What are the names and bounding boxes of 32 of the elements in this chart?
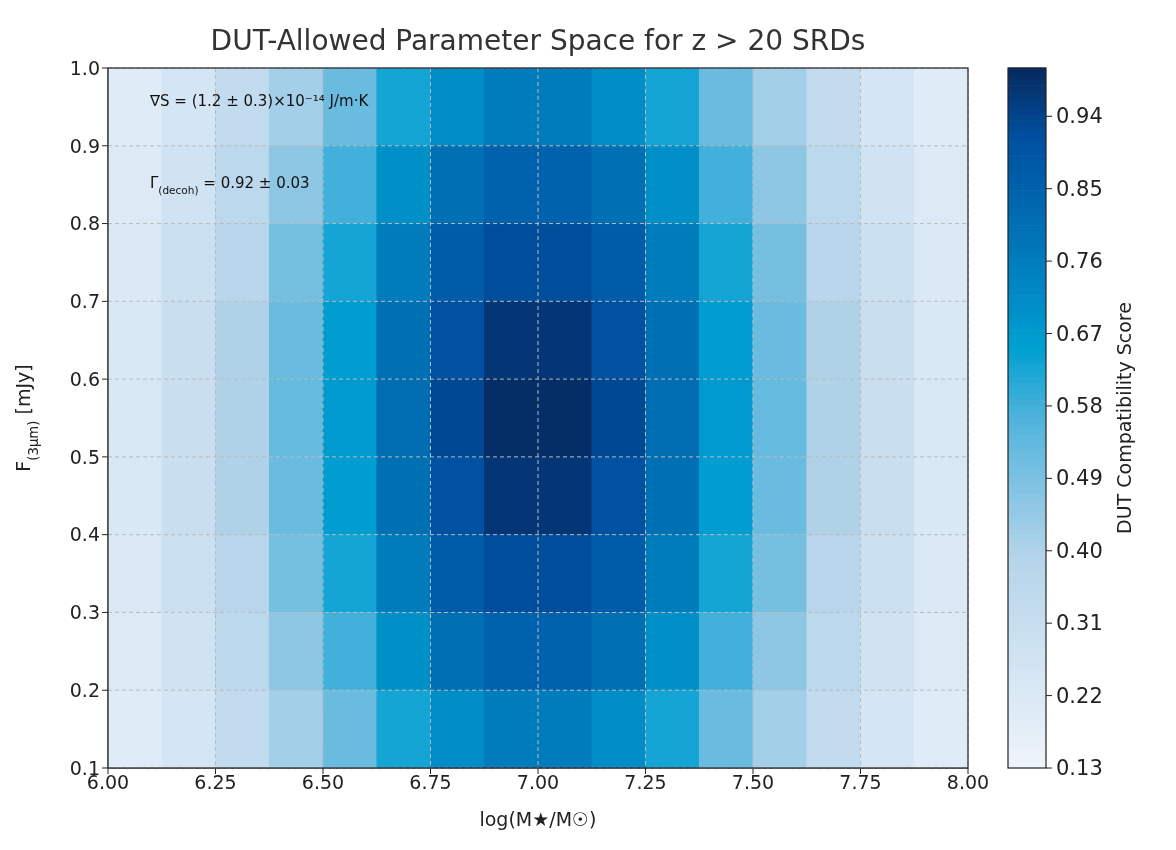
y-tick-label: 0.7 [69,290,100,313]
color-bar-label: 0.31 [1056,611,1103,636]
x-tick-label: 7.00 [516,771,560,794]
x-tick-label: 8.00 [946,771,990,794]
color-bar-label: 0.49 [1056,466,1103,491]
color-bar-label: 0.22 [1056,683,1103,708]
y-tick-label: 1.0 [69,56,100,79]
x-tick-label: 7.75 [839,771,882,794]
color-bar-label: 0.58 [1056,393,1103,418]
y-tick-label: 0.3 [69,601,100,624]
chart-title: DUT-Allowed Parameter Space for z > 20 SRDs [210,24,866,57]
color-bar-label: 0.85 [1056,176,1103,201]
annotation: Γ$_{(decoh)}$ = 0.92 ± 0.03 [150,174,310,196]
annotation: ∇S = (1.2 ± 0.3)×10⁻¹⁴ J/m·K [149,92,370,110]
y-tick-label: 0.8 [69,212,100,235]
color-bar-label: 0.13 [1056,756,1103,780]
y-tick-label: 0.6 [69,367,100,390]
x-axis-title: log(M★/M☉) [479,808,597,830]
color-bar-title: DUT Compatibility Score [1113,302,1135,534]
x-tick-label: 7.25 [624,771,667,794]
color-bar-label: 0.94 [1056,104,1103,129]
color-bar-label: 0.67 [1056,321,1103,346]
y-tick-label: 0.9 [69,134,100,157]
x-tick-label: 6.75 [409,771,452,794]
y-tick-label: 0.4 [69,523,100,546]
y-tick-label: 0.2 [69,678,100,701]
color-bar-label: 0.76 [1056,249,1103,274]
color-bar-label: 0.40 [1056,538,1103,563]
x-tick-label: 7.50 [731,771,775,794]
x-tick-label: 6.25 [194,771,237,794]
x-tick-label: 6.50 [301,771,345,794]
y-tick-label: 0.5 [69,445,100,468]
